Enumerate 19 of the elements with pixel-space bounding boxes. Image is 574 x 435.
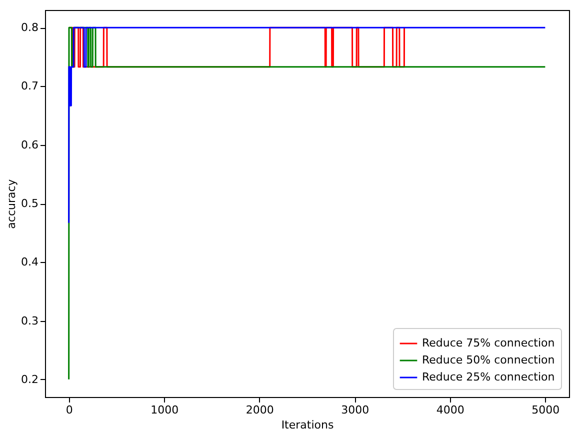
x-tick-label: 0	[66, 404, 73, 416]
y-tick-label: 0.6	[21, 138, 38, 152]
y-tick-label: 0.8	[21, 21, 38, 34]
x-tick-label: 3000	[341, 404, 370, 416]
x-axis-title: Iterations	[281, 418, 334, 432]
x-tick-label: 5000	[532, 404, 560, 416]
line-series	[68, 26, 546, 224]
y-tick-label: 0.7	[21, 80, 38, 93]
x-tick-label: 1000	[150, 404, 179, 416]
x-tick-label: 4000	[436, 404, 464, 416]
y-axis-title: accuracy	[5, 178, 18, 229]
y-tick-label: 0.2	[21, 372, 38, 386]
legend-label: Reduce 50% connection	[422, 354, 555, 366]
legend-label: Reduce 75% connection	[422, 336, 555, 350]
y-tick-label: 0.5	[21, 197, 38, 210]
y-tick-label: 0.3	[21, 314, 38, 328]
y-tick-label: 0.4	[21, 256, 38, 269]
x-tick-label: 2000	[246, 404, 274, 416]
legend-label: Reduce 25% connection	[422, 370, 555, 384]
